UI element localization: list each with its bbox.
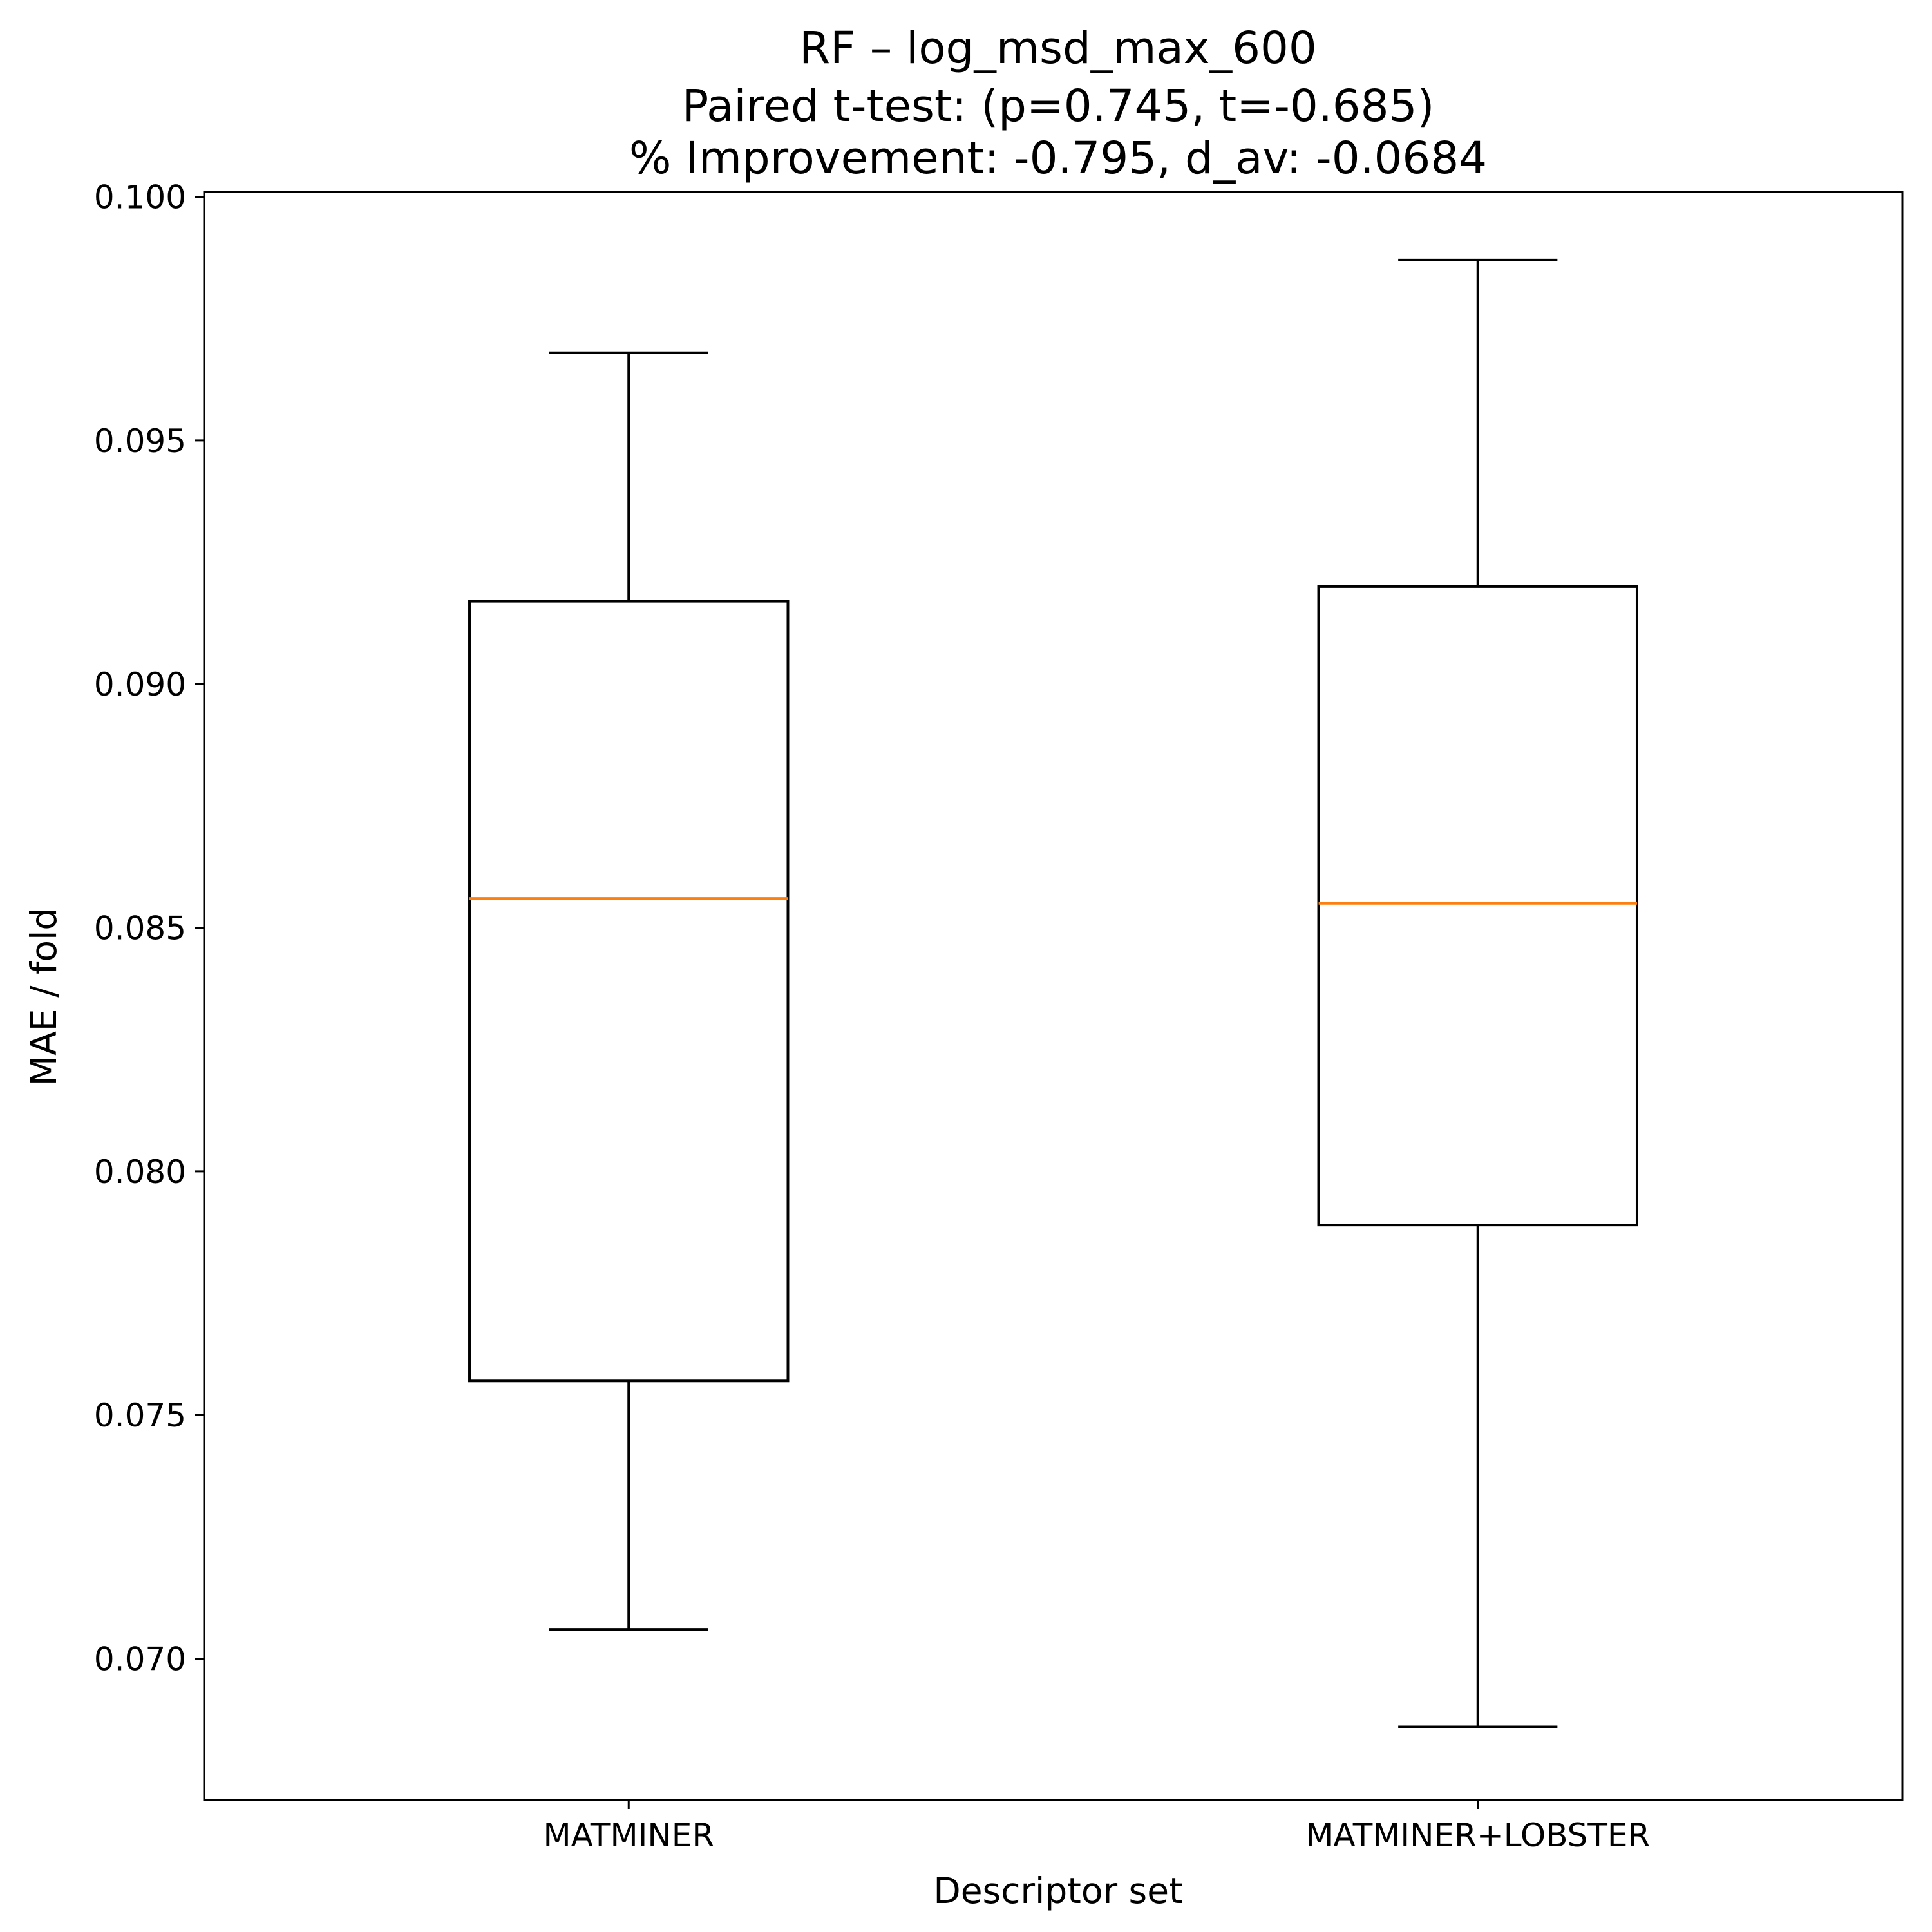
y-tick-label: 0.085: [94, 910, 186, 947]
chart-title: RF – log_msd_max_600 Paired t-test: (p=0…: [629, 23, 1487, 184]
y-tick-label: 0.095: [94, 422, 186, 460]
y-tick-label: 0.080: [94, 1153, 186, 1191]
y-tick-label: 0.090: [94, 666, 186, 703]
title-line-3: % Improvement: -0.795, d_av: -0.0684: [629, 133, 1487, 184]
title-line-1: RF – log_msd_max_600: [799, 23, 1317, 74]
y-axis-label: MAE / fold: [23, 908, 64, 1086]
axes-frame: [203, 191, 1904, 1801]
box-matminer-plus-lobster: [1317, 258, 1638, 1728]
y-tick-label: 0.075: [94, 1397, 186, 1434]
x-axis-ticks: MATMINER MATMINER+LOBSTER: [543, 1800, 1650, 1854]
x-tick-label: MATMINER+LOBSTER: [1305, 1817, 1650, 1854]
y-tick-label: 0.100: [94, 179, 186, 216]
iqr-box: [1317, 585, 1638, 1227]
x-axis-label: Descriptor set: [933, 1870, 1182, 1911]
title-line-2: Paired t-test: (p=0.745, t=-0.685): [682, 80, 1435, 132]
x-tick-label: MATMINER: [543, 1817, 714, 1854]
plot-area: [468, 258, 1638, 1728]
y-axis-ticks: 0.070 0.075 0.080 0.085 0.090 0.095 0.100: [94, 179, 204, 1678]
iqr-box: [468, 600, 790, 1383]
box-matminer: [468, 351, 790, 1631]
y-tick-label: 0.070: [94, 1641, 186, 1678]
